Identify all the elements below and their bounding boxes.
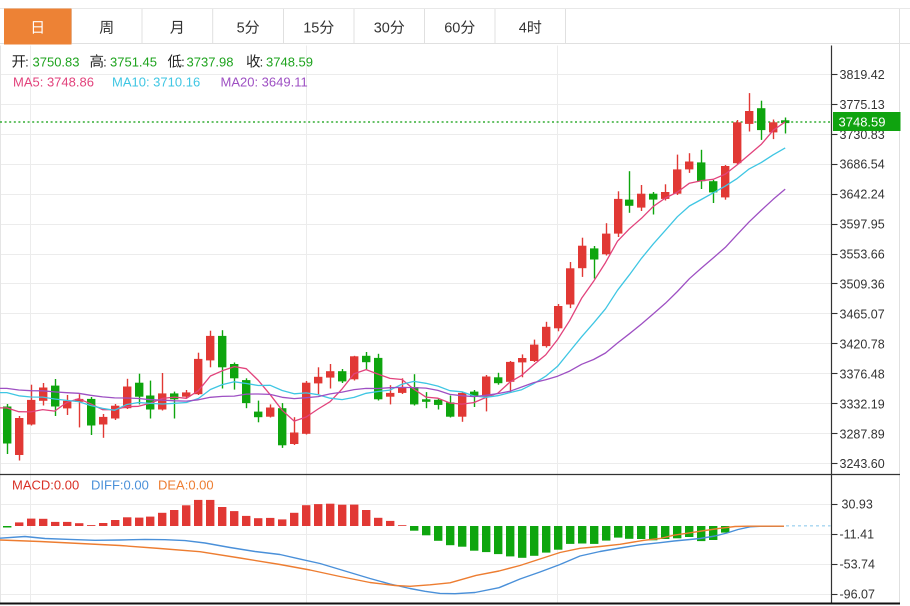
svg-text:3642.24: 3642.24 [840, 188, 885, 202]
svg-text:4: 4 [519, 21, 527, 37]
svg-text:3243.60: 3243.60 [840, 457, 885, 471]
svg-text:MA20: 3649.11: MA20: 3649.11 [221, 75, 308, 90]
svg-text:MA5: 3748.86: MA5: 3748.86 [13, 75, 94, 90]
svg-text:3737.98: 3737.98 [187, 55, 234, 70]
svg-text:30: 30 [374, 21, 390, 37]
svg-text:3553.66: 3553.66 [840, 248, 885, 262]
svg-text:3597.95: 3597.95 [840, 218, 885, 232]
svg-text:3332.19: 3332.19 [840, 397, 885, 411]
svg-text:3376.48: 3376.48 [840, 367, 885, 381]
svg-text:MA10: 3710.16: MA10: 3710.16 [112, 75, 200, 90]
svg-text:MACD:0.00: MACD:0.00 [12, 478, 79, 493]
svg-text:3420.78: 3420.78 [840, 338, 885, 352]
svg-text:-53.74: -53.74 [840, 558, 875, 572]
svg-text:3730.83: 3730.83 [840, 128, 885, 142]
svg-text:3686.54: 3686.54 [840, 158, 885, 172]
svg-text:60: 60 [444, 21, 460, 37]
svg-text:3775.13: 3775.13 [840, 98, 885, 112]
svg-text:3287.89: 3287.89 [840, 427, 885, 441]
svg-text:3748.59: 3748.59 [839, 114, 886, 129]
svg-text:3509.36: 3509.36 [840, 278, 885, 292]
svg-text:3819.42: 3819.42 [840, 68, 885, 82]
svg-text:DEA:0.00: DEA:0.00 [158, 478, 214, 493]
svg-text::: : [260, 55, 264, 70]
svg-text:15: 15 [303, 21, 319, 37]
svg-text:30.93: 30.93 [842, 498, 873, 512]
svg-text::: : [25, 55, 29, 70]
svg-text:3465.07: 3465.07 [840, 308, 885, 322]
svg-text:DIFF:0.00: DIFF:0.00 [91, 478, 149, 493]
svg-text::: : [103, 55, 107, 70]
svg-text:3750.83: 3750.83 [33, 55, 80, 70]
svg-text:3751.45: 3751.45 [110, 55, 157, 70]
svg-text:3748.59: 3748.59 [266, 55, 313, 70]
svg-text:-11.41: -11.41 [840, 528, 875, 542]
svg-text:5: 5 [237, 21, 245, 37]
svg-text:-96.07: -96.07 [840, 588, 875, 602]
svg-text::: : [181, 55, 185, 70]
